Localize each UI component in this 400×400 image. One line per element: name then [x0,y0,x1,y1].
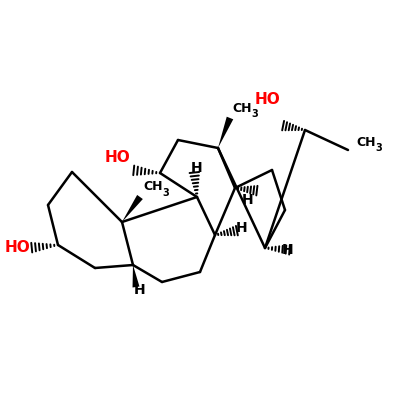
Polygon shape [122,195,143,222]
Text: HO: HO [105,150,131,166]
Text: 3: 3 [251,109,258,119]
Polygon shape [132,265,140,288]
Text: 3: 3 [375,143,382,153]
Text: H: H [242,193,254,207]
Text: HO: HO [5,240,31,256]
Text: H: H [282,243,294,257]
Text: HO: HO [255,92,281,108]
Text: CH: CH [232,102,252,114]
Text: H: H [191,161,203,175]
Text: CH: CH [356,136,376,148]
Text: H: H [134,283,146,297]
Polygon shape [218,117,233,148]
Text: 3: 3 [162,188,169,198]
Text: H: H [236,221,248,235]
Text: CH: CH [143,180,162,194]
